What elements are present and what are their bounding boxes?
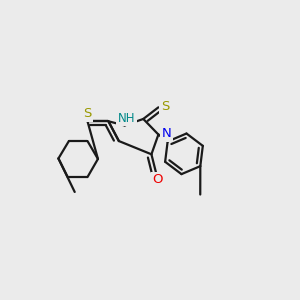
Text: N: N: [162, 127, 171, 140]
Text: S: S: [161, 100, 170, 113]
Text: S: S: [83, 107, 92, 120]
Text: O: O: [153, 173, 163, 186]
Text: NH: NH: [118, 112, 135, 124]
